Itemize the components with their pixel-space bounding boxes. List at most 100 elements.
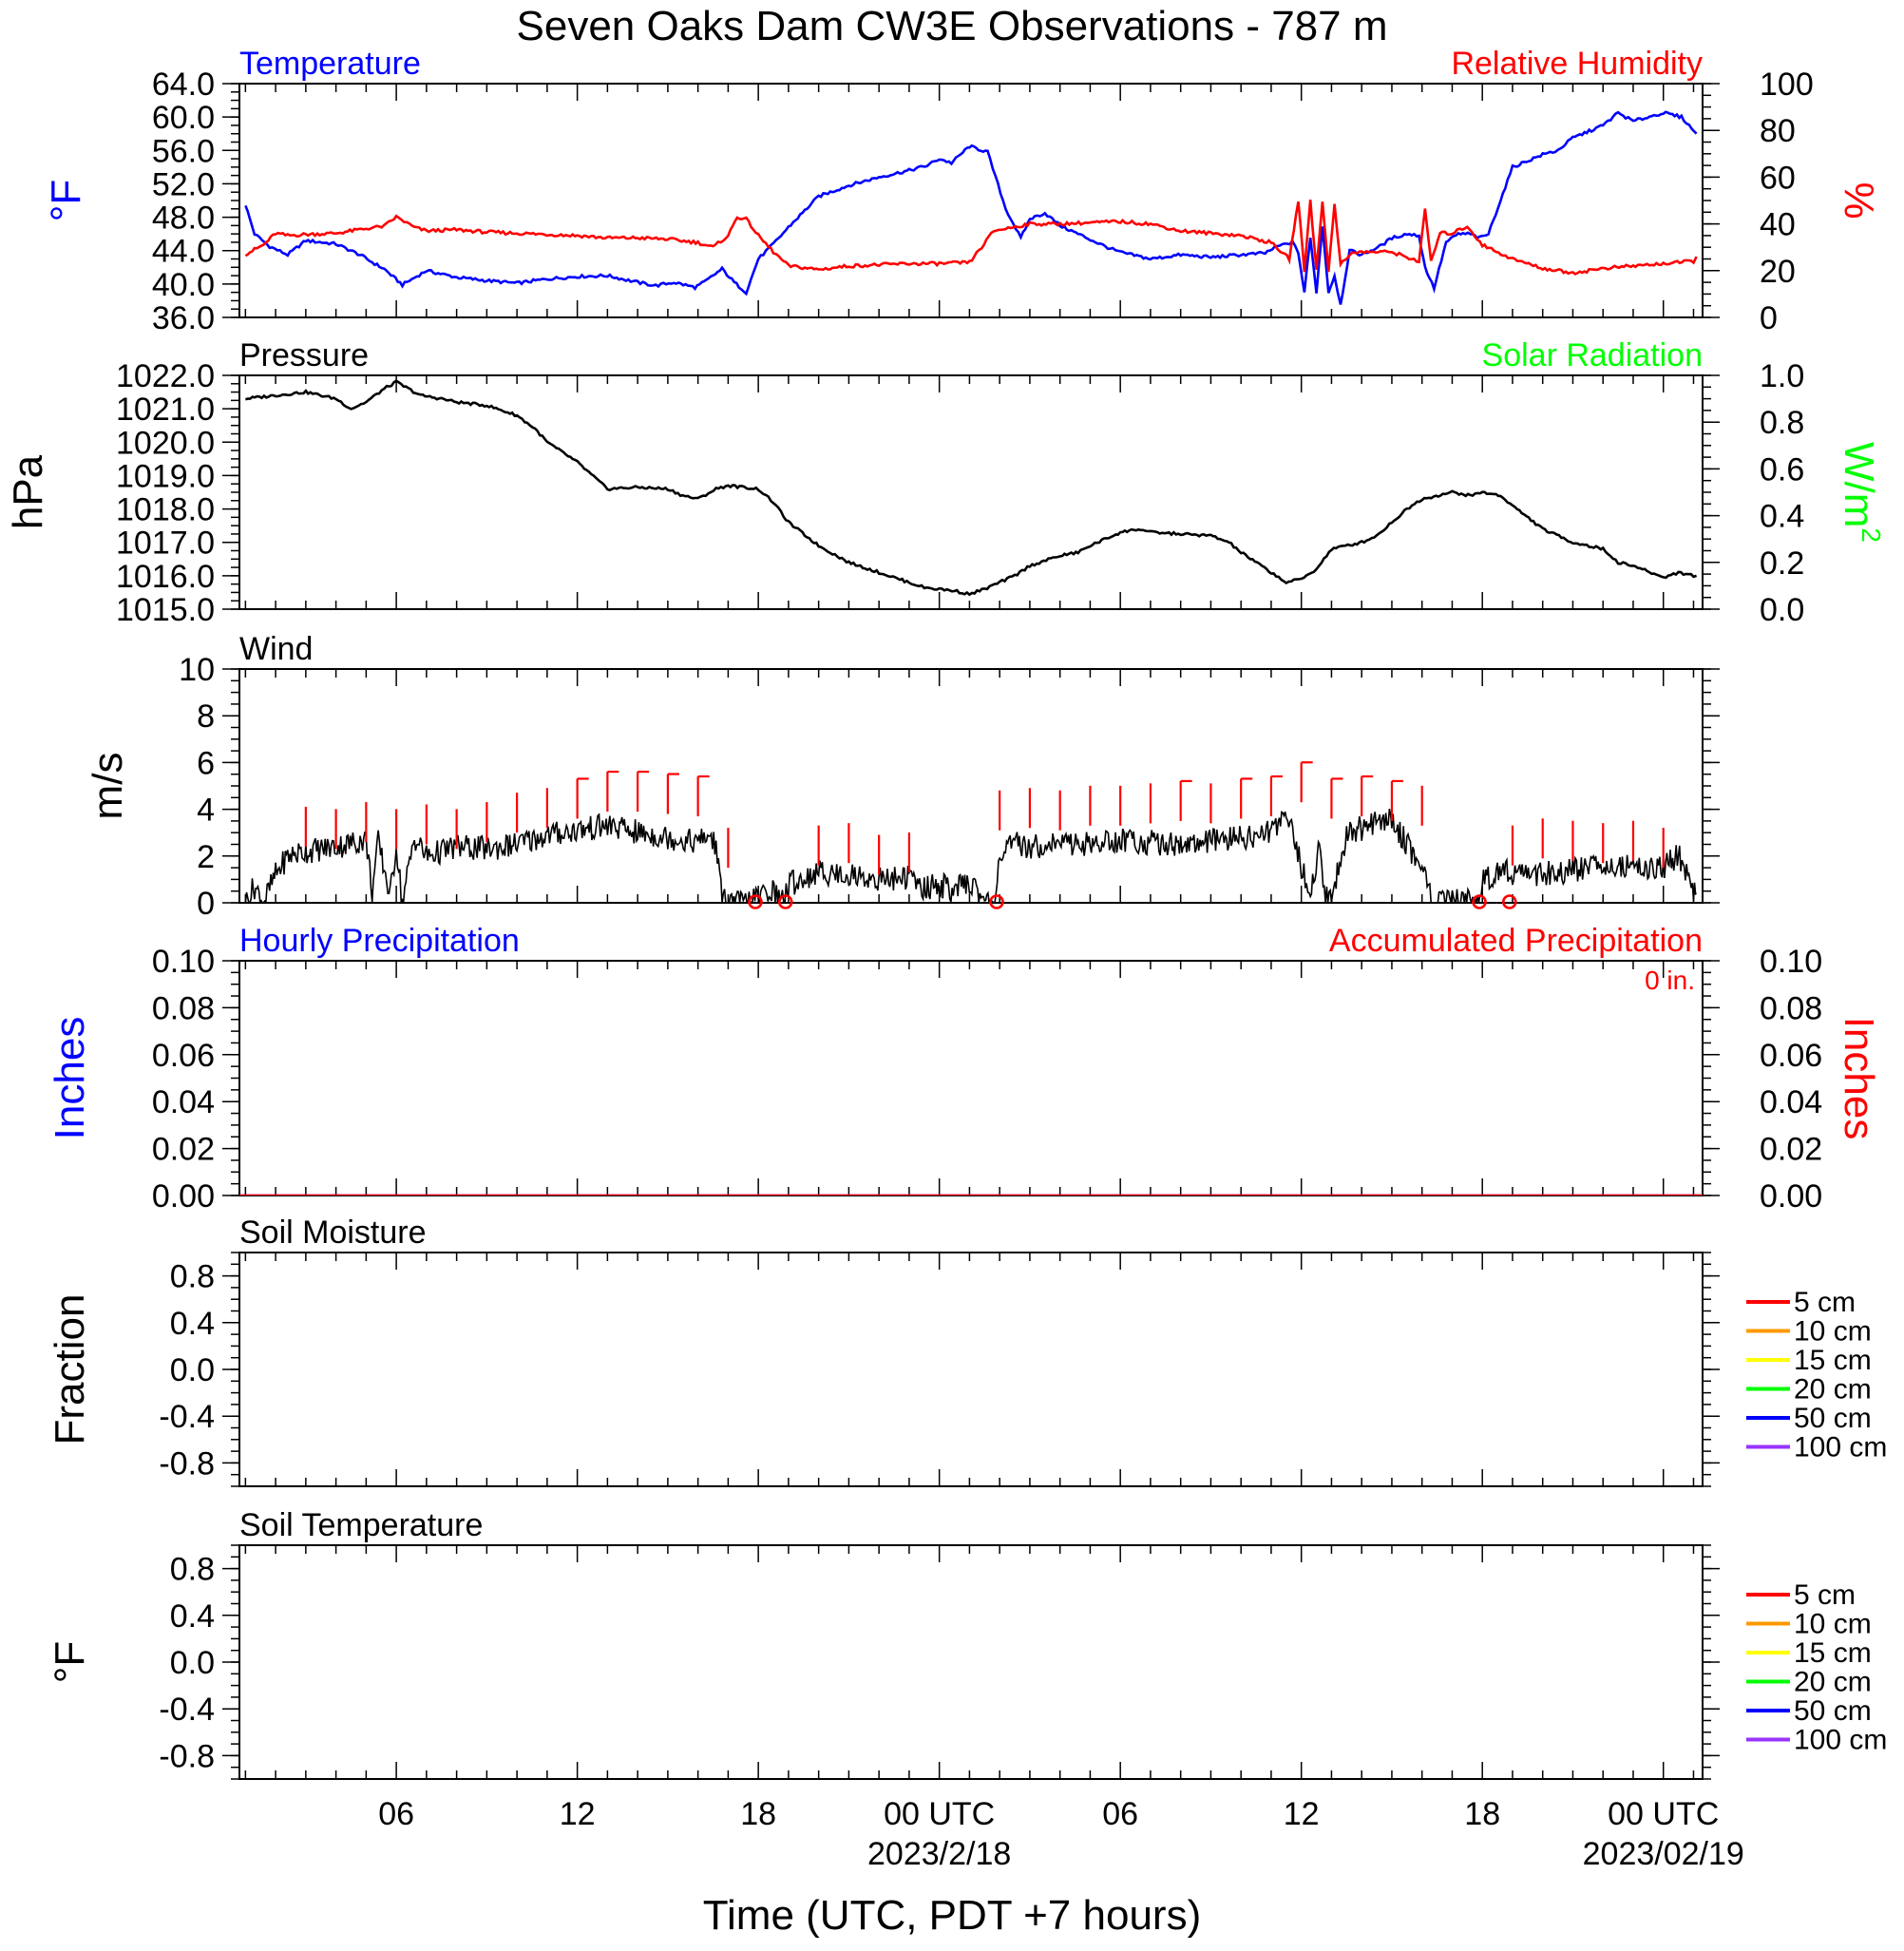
panel-title-left: Wind [239,631,313,667]
y-tick-label-left: 0.8 [170,1552,215,1588]
x-tick-label: 12 [560,1796,596,1832]
legend-label: 20 cm [1794,1374,1872,1406]
y-tick-label-left: 8 [197,698,215,735]
panels: 36.040.044.048.052.056.060.064.002040608… [5,46,1887,1780]
y-tick-label-left: 1015.0 [116,592,215,628]
legend-label: 5 cm [1794,1287,1856,1318]
y-tick-label-left: 1019.0 [116,458,215,494]
y-tick-label-left: 10 [179,652,215,688]
y-tick-label-left: 0.0 [170,1645,215,1681]
y-tick-label-right: 0.04 [1760,1084,1822,1120]
x-tick-label: 06 [1102,1796,1138,1832]
y-tick-label-left: 0.08 [152,990,215,1026]
y-tick-label-right: 0.10 [1760,944,1822,980]
y-tick-label-left: 48.0 [152,201,215,237]
calm-wind-circle [1472,894,1487,909]
y-tick-label-right: 0.8 [1760,405,1804,441]
panel-temp_rh: 36.040.044.048.052.056.060.064.0 0 20 40 60 8… [43,46,1882,336]
calm-wind-circle [1501,894,1517,909]
x-tick-label: 06 [378,1796,414,1832]
y-tick-label-left: 1018.0 [116,492,215,528]
series-temperature [244,110,1698,305]
legend-label: 15 cm [1794,1345,1872,1376]
y-axis-label-left: °F [47,1641,93,1683]
x-tick-label: 00 UTC [1608,1796,1719,1832]
y-tick-label-left: 60.0 [152,100,215,136]
y-tick-label-left: 6 [197,745,215,781]
legend-label: 100 cm [1794,1432,1887,1463]
y-tick-label-right: 100 [1760,67,1814,103]
x-tick-label: 18 [740,1796,776,1832]
x-date-label: 2023/02/19 [1583,1836,1744,1872]
legend-label: 5 cm [1794,1579,1856,1611]
panel-title-left: Pressure [239,337,369,373]
panel-title-left: Soil Moisture [239,1215,427,1251]
y-tick-label-left: 0.8 [170,1259,215,1295]
y-tick-label-left: 0.10 [152,944,215,980]
y-tick-label-left: 64.0 [152,67,215,103]
legend-label: 50 cm [1794,1695,1872,1727]
y-axis-label-right: W/m2 [1836,442,1886,543]
panel-pressure: 1015.01016.01017.01018.01019.01020.01021… [5,337,1886,628]
y-tick-label-left: 52.0 [152,166,215,202]
y-tick-label-left: -0.8 [159,1445,215,1482]
y-tick-label-right: 0.0 [1760,592,1804,628]
panel-soil_moisture: -0.8 -0.4 0.0 0.4 0.8 Soil Moisture Fraction 5 … [47,1215,1887,1487]
y-tick-label-left: 0.06 [152,1038,215,1074]
plot-frame [238,1252,1704,1487]
y-tick-label-left: 56.0 [152,133,215,169]
y-tick-label-left: 1017.0 [116,526,215,562]
figure-title: Seven Oaks Dam CW3E Observations - 787 m [517,3,1388,49]
y-tick-label-left: 44.0 [152,234,215,270]
series-relative-humidity [244,199,1698,276]
calm-wind-circle [748,894,763,909]
y-tick-label-right: 0.06 [1760,1038,1822,1074]
y-tick-label-right: 0.00 [1760,1178,1822,1215]
x-tick-label: 00 UTC [884,1796,995,1832]
y-tick-label-left: 36.0 [152,300,215,336]
y-axis-label-superscript: 2 [1856,527,1886,543]
y-tick-label-right: 0 [1760,300,1778,336]
y-axis-label-left: hPa [5,454,51,529]
panel-title-right: Solar Radiation [1482,337,1703,373]
y-tick-label-left: 0.4 [170,1598,215,1635]
legend-label: 10 cm [1794,1316,1872,1348]
panel-title-left: Temperature [239,46,421,82]
panel-precip: 0.00 0.02 0.04 0.06 0.08 0.10 0.00 0.02 0.04 0.06… [47,923,1882,1215]
legend-label: 20 cm [1794,1667,1872,1698]
x-tick-label: 18 [1464,1796,1500,1832]
y-tick-label-left: 2 [197,839,215,875]
y-tick-label-right: 0.02 [1760,1132,1822,1168]
y-tick-label-left: -0.4 [159,1399,215,1435]
y-tick-label-left: -0.8 [159,1738,215,1774]
plot-frame [238,1544,1704,1780]
y-axis-label-left: m/s [85,753,131,820]
y-tick-label-left: 0 [197,886,215,922]
panel-wind: 0 2 4 6 8 10 Wind m/s [85,631,1720,922]
y-tick-label-left: 0.4 [170,1306,215,1342]
y-tick-label-left: 0.0 [170,1352,215,1388]
y-tick-label-left: -0.4 [159,1692,215,1728]
y-tick-label-left: 1020.0 [116,425,215,461]
y-tick-label-right: 40 [1760,207,1796,243]
series-wind [244,808,1697,903]
y-tick-label-right: 60 [1760,160,1796,196]
y-tick-label-right: 0.4 [1760,499,1804,535]
y-tick-label-left: 4 [197,793,215,829]
accum-total-label: 0 in. [1645,966,1695,995]
panel-title-left: Hourly Precipitation [239,923,520,959]
y-tick-label-left: 0.02 [152,1132,215,1168]
x-tick-label: 12 [1284,1796,1320,1832]
y-axis-label-right: Inches [1836,1017,1882,1140]
wind-barbs [304,761,1665,909]
y-tick-label-left: 1022.0 [116,358,215,394]
calm-wind-circle [777,894,793,909]
y-tick-label-left: 0.00 [152,1178,215,1215]
x-axis-label: Time (UTC, PDT +7 hours) [703,1892,1201,1939]
calm-wind-circle [989,894,1004,909]
plot-frame [238,668,1704,904]
